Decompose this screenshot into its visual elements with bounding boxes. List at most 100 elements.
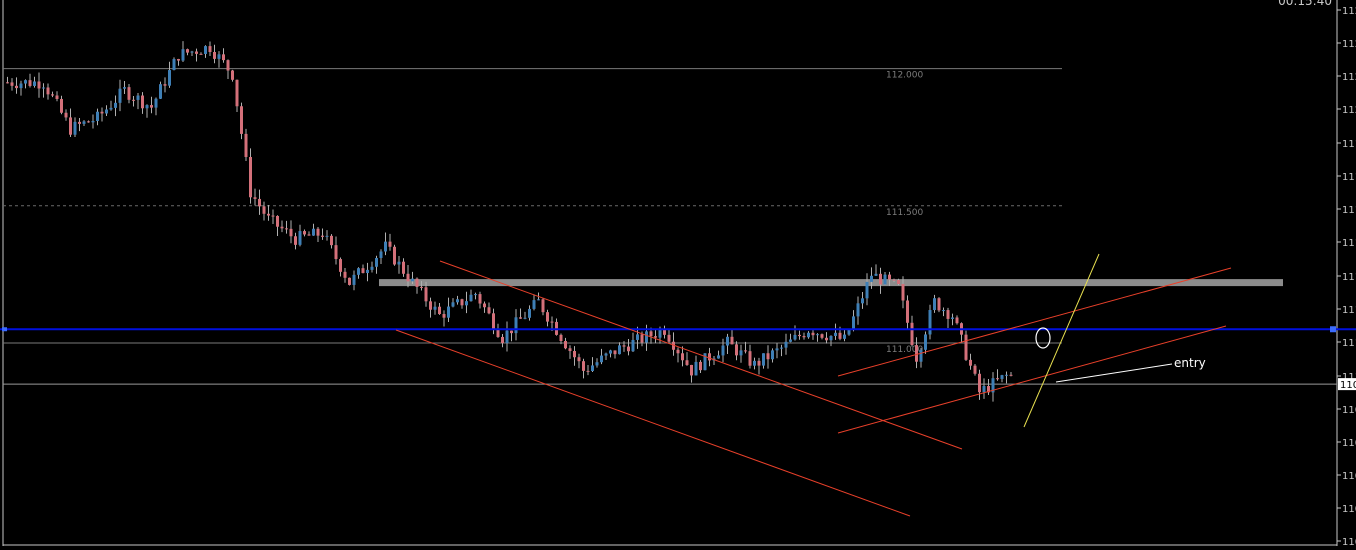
candle-body (892, 279, 896, 281)
candle-body (798, 334, 801, 337)
candle-body (613, 350, 617, 355)
price-tick-label: 111 (1342, 305, 1356, 316)
candle-body (852, 316, 855, 330)
candle-body (496, 329, 500, 337)
trendline-drawings: entry (0, 253, 1356, 517)
candle-body (456, 299, 459, 303)
candle-body (379, 251, 383, 258)
price-tick-label: 110 (1342, 405, 1356, 416)
candle-body (636, 334, 639, 340)
candle-body (267, 213, 270, 216)
candle-body (924, 334, 927, 350)
candle-body (766, 353, 770, 360)
candle-body (789, 339, 792, 342)
entry-pointer-line (1055, 363, 1173, 383)
candle-body (937, 298, 941, 311)
candle-body (856, 303, 860, 317)
candle-body (537, 299, 540, 301)
candle-body (600, 355, 603, 363)
candle-body (978, 373, 981, 393)
candle-body (879, 273, 882, 285)
candle-body (163, 84, 167, 86)
candle-body (258, 198, 261, 207)
candle-body (559, 334, 563, 341)
candle-body (622, 345, 626, 347)
candle-body (136, 95, 140, 100)
candle-body (415, 278, 419, 287)
candle-body (946, 310, 950, 319)
candle-body (262, 206, 266, 214)
candle-body (465, 301, 468, 306)
candle-body (708, 353, 711, 361)
candle-body (645, 331, 648, 343)
price-tick-label: 110 (1342, 471, 1356, 482)
candle-body (933, 298, 936, 311)
candle-body (564, 340, 567, 349)
candle-body (757, 360, 761, 366)
candle-body (775, 348, 779, 351)
candle-body (1005, 374, 1008, 376)
candle-body (6, 82, 9, 84)
candle-body (1000, 375, 1004, 379)
candle-body (78, 121, 81, 124)
candle-body (474, 294, 477, 296)
candle-body (973, 365, 977, 374)
candle-body (928, 310, 932, 335)
price-tick-label: 112 (1342, 6, 1356, 17)
candle-body (294, 236, 297, 245)
candle-body (55, 95, 59, 99)
candle-body (253, 197, 257, 199)
candle-body (312, 228, 315, 236)
candle-body (870, 275, 873, 282)
candle-body (591, 365, 594, 372)
candle-body (726, 336, 729, 346)
candle-body (91, 121, 95, 123)
candle-body (487, 307, 491, 314)
candle-body (177, 59, 180, 61)
candle-body (672, 341, 675, 350)
candle-body (478, 294, 482, 304)
candle-body (393, 246, 396, 265)
candle-body (780, 347, 783, 349)
candles-layer (6, 41, 1013, 402)
candle-body (667, 334, 671, 342)
candle-body (118, 88, 122, 103)
candle-body (249, 156, 252, 198)
candle-body (289, 228, 293, 237)
candle-body (915, 345, 918, 362)
candle-body (982, 385, 986, 393)
candle-body (438, 306, 441, 315)
candle-body (222, 54, 225, 61)
candle-body (451, 302, 455, 307)
candle-body (595, 362, 599, 366)
candle-body (420, 286, 423, 288)
candle-body (627, 346, 630, 352)
entry-label: entry (1174, 356, 1206, 370)
candle-body (861, 298, 864, 304)
candle-body (15, 85, 18, 89)
candle-body (501, 336, 504, 344)
candle-body (280, 226, 284, 229)
level-label: 111.000 (886, 345, 923, 355)
price-tick-label: 111 (1342, 139, 1356, 150)
candle-body (681, 353, 684, 361)
candle-body (550, 321, 554, 323)
candle-body (343, 271, 347, 278)
ascending-channel-lower (837, 325, 1227, 434)
descending-channel-upper (439, 260, 963, 450)
candle-body (964, 334, 968, 360)
candle-body (510, 330, 513, 334)
candle-body (690, 364, 693, 376)
candle-body (352, 274, 356, 285)
candle-body (424, 287, 428, 302)
candle-body (10, 82, 14, 86)
candle-body (586, 370, 590, 372)
candle-body (96, 111, 99, 122)
price-tick-label: 110 (1342, 438, 1356, 449)
candle-body (658, 329, 662, 338)
candle-body (505, 330, 509, 344)
descending-channel-lower (395, 329, 911, 517)
